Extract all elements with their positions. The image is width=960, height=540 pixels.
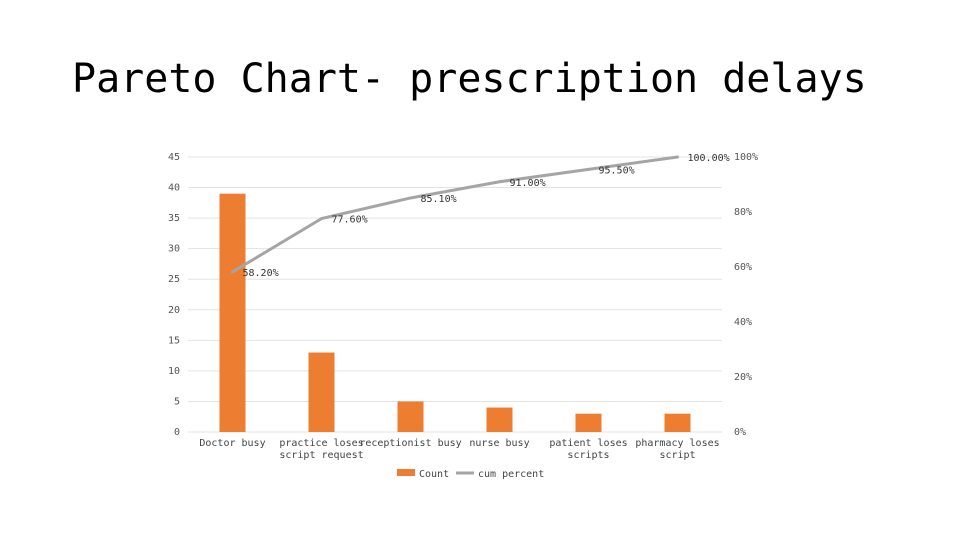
- slide-title: Pareto Chart- prescription delays: [72, 56, 867, 102]
- left-tick-label: 0: [174, 427, 180, 438]
- left-tick-label: 10: [168, 366, 180, 377]
- legend: Count cum percent: [397, 469, 544, 480]
- line-point: [587, 167, 590, 171]
- left-tick-label: 45: [168, 152, 180, 163]
- gridlines: [188, 156, 722, 433]
- right-tick-label: 80%: [734, 207, 752, 218]
- bar: [664, 413, 691, 432]
- bar: [486, 407, 513, 432]
- left-tick-label: 20: [168, 305, 180, 316]
- right-tick-label: 100%: [734, 152, 758, 163]
- category-label: receptionist busy: [359, 438, 461, 449]
- right-axis: 0% 20% 40% 60% 80% 100%: [734, 152, 758, 438]
- left-tick-label: 25: [168, 274, 180, 285]
- right-tick-label: 40%: [734, 317, 752, 328]
- legend-label: Count: [419, 469, 449, 480]
- left-tick-label: 15: [168, 335, 180, 346]
- data-label: 85.10%: [421, 194, 457, 205]
- data-label: 100.00%: [688, 153, 730, 164]
- category-label: nurse busy: [469, 438, 529, 449]
- bar-series: [219, 193, 691, 432]
- line-point: [320, 217, 323, 221]
- legend-swatch: [397, 469, 415, 476]
- category-label: practice loses script request: [279, 438, 363, 461]
- left-tick-label: 5: [174, 396, 180, 407]
- legend-label: cum percent: [478, 469, 544, 480]
- line-point: [676, 155, 679, 159]
- category-label: Doctor busy: [199, 438, 265, 449]
- bar: [575, 413, 602, 432]
- right-tick-label: 60%: [734, 262, 752, 273]
- right-tick-label: 0%: [734, 427, 746, 438]
- line-point: [231, 270, 234, 274]
- left-tick-label: 30: [168, 244, 180, 255]
- category-axis: Doctor busy practice loses script requestr…: [199, 438, 719, 461]
- data-label: 58.20%: [243, 268, 279, 279]
- right-tick-label: 20%: [734, 372, 752, 383]
- bar: [308, 352, 335, 432]
- data-label: 77.60%: [332, 215, 368, 226]
- data-label: 91.00%: [510, 178, 546, 189]
- bar: [219, 193, 246, 432]
- line-point: [498, 180, 501, 184]
- line-point: [409, 196, 412, 200]
- data-labels: 58.20% 77.60% 85.10% 91.00% 95.50% 100.00%: [243, 153, 730, 279]
- line-series: [231, 155, 679, 274]
- bar: [397, 401, 424, 432]
- category-label: patient loses scripts: [549, 438, 627, 461]
- cum-percent-line: [231, 155, 678, 274]
- left-tick-label: 35: [168, 213, 180, 224]
- category-label: pharmacy loses script: [635, 438, 719, 461]
- left-axis: 0 5 10 15 20 25 30 35 40 45: [168, 152, 180, 438]
- left-tick-label: 40: [168, 183, 180, 194]
- data-label: 95.50%: [599, 165, 635, 176]
